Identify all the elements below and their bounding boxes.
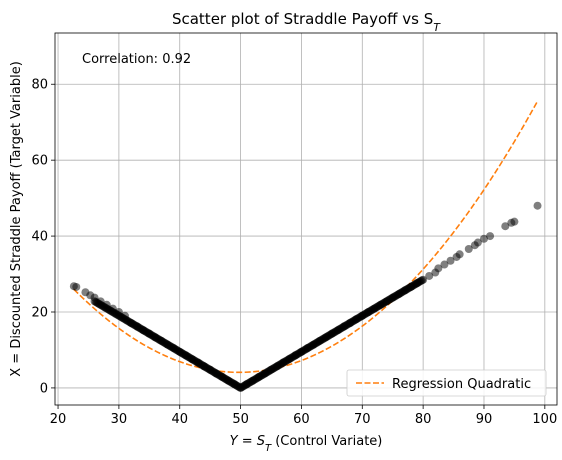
y-tick-label: 20	[31, 306, 48, 321]
scatter-point	[254, 372, 263, 381]
scatter-point	[479, 234, 488, 243]
scatter-point	[267, 365, 276, 374]
scatter-point	[464, 244, 473, 253]
scatter-point	[236, 383, 245, 392]
scatter-point	[400, 286, 409, 295]
y-tick-label: 80	[31, 78, 48, 93]
scatter-point	[388, 293, 397, 302]
scatter-point	[145, 329, 154, 338]
scatter-point	[510, 217, 519, 226]
scatter-point	[273, 362, 282, 371]
scatter-point	[163, 340, 172, 349]
scatter-point	[285, 355, 294, 364]
scatter-point	[446, 256, 455, 265]
scatter-point	[413, 279, 422, 288]
scatter-point	[382, 297, 391, 306]
scatter-point	[248, 376, 257, 385]
plot-frame	[54, 32, 558, 406]
scatter-point	[90, 293, 99, 302]
scatter-point	[440, 260, 449, 269]
scatter-point	[120, 311, 129, 320]
scatter-point	[340, 322, 349, 331]
legend-label-regression: Regression Quadratic	[392, 377, 531, 392]
scatter-point	[321, 333, 330, 342]
scatter-point	[394, 290, 403, 299]
scatter-point	[486, 232, 495, 241]
scatter-point	[102, 300, 111, 309]
scatter-point	[181, 351, 190, 360]
legend-box	[346, 369, 547, 397]
scatter-point	[291, 351, 300, 360]
scatter-point	[242, 380, 251, 389]
x-tick-label: 20	[50, 412, 67, 427]
scatter-point	[303, 344, 312, 353]
x-tick-label: 40	[171, 412, 188, 427]
scatter-point	[376, 300, 385, 309]
scatter-point	[218, 372, 227, 381]
scatter-point	[260, 369, 269, 378]
scatter-point	[224, 376, 233, 385]
scatter-point	[127, 319, 136, 328]
regression-quadratic-line	[73, 100, 539, 374]
scatter-point	[333, 326, 342, 335]
x-tick-label: 90	[476, 412, 493, 427]
scatter-point	[72, 282, 81, 291]
scatter-point	[501, 222, 510, 231]
scatter-point	[297, 347, 306, 356]
x-axis-title: Y = ST (Control Variate)	[230, 434, 383, 454]
scatter-point	[370, 304, 379, 313]
scatter-point	[425, 271, 434, 280]
scatter-point	[279, 358, 288, 367]
scatter-point	[327, 329, 336, 338]
grid-lines	[55, 33, 557, 405]
scatter-point	[230, 380, 239, 389]
x-tick-label: 60	[293, 412, 310, 427]
x-tick-label: 30	[111, 412, 128, 427]
correlation-annotation: Correlation: 0.92	[82, 52, 191, 67]
scatter-point	[352, 315, 361, 324]
scatter-point	[157, 336, 166, 345]
legend: Regression Quadratic	[346, 369, 547, 397]
axis-ticks: 20 30 40 50 60 70 80 90 100 0 20 40 60 80	[31, 78, 557, 427]
scatter-point	[151, 333, 160, 342]
scatter-point	[139, 326, 148, 335]
scatter-point	[169, 344, 178, 353]
scatter-point	[206, 365, 215, 374]
scatter-point	[358, 311, 367, 320]
scatter-point	[315, 336, 324, 345]
scatter-point	[455, 250, 464, 259]
y-axis-title: X = Discounted Straddle Payoff (Target V…	[9, 61, 24, 377]
y-tick-label: 60	[31, 154, 48, 169]
x-tick-label: 50	[232, 412, 249, 427]
scatter-point	[114, 308, 123, 316]
scatter-points	[69, 201, 542, 392]
scatter-point	[133, 322, 142, 331]
scatter-point	[108, 304, 117, 313]
scatter-point	[309, 340, 318, 349]
y-tick-label: 40	[31, 230, 48, 245]
scatter-point	[193, 358, 202, 367]
scatter-point	[187, 355, 196, 364]
scatter-point	[200, 362, 209, 371]
x-tick-label: 80	[415, 412, 432, 427]
scatter-point	[212, 369, 221, 378]
scatter-point	[434, 264, 443, 273]
scatter-point	[533, 201, 542, 210]
scatter-point	[406, 282, 415, 291]
scatter-point	[364, 308, 373, 316]
regression-curve-layer	[73, 100, 539, 374]
scatter-point	[346, 319, 355, 328]
y-tick-label: 0	[40, 381, 48, 396]
chart-title: Scatter plot of Straddle Payoff vs ST	[172, 10, 441, 34]
scatter-point	[419, 275, 428, 284]
x-tick-label: 100	[532, 412, 557, 427]
x-tick-label: 70	[354, 412, 371, 427]
scatter-point	[175, 347, 184, 356]
scatter-point	[96, 297, 105, 306]
scatter-point	[473, 238, 482, 247]
